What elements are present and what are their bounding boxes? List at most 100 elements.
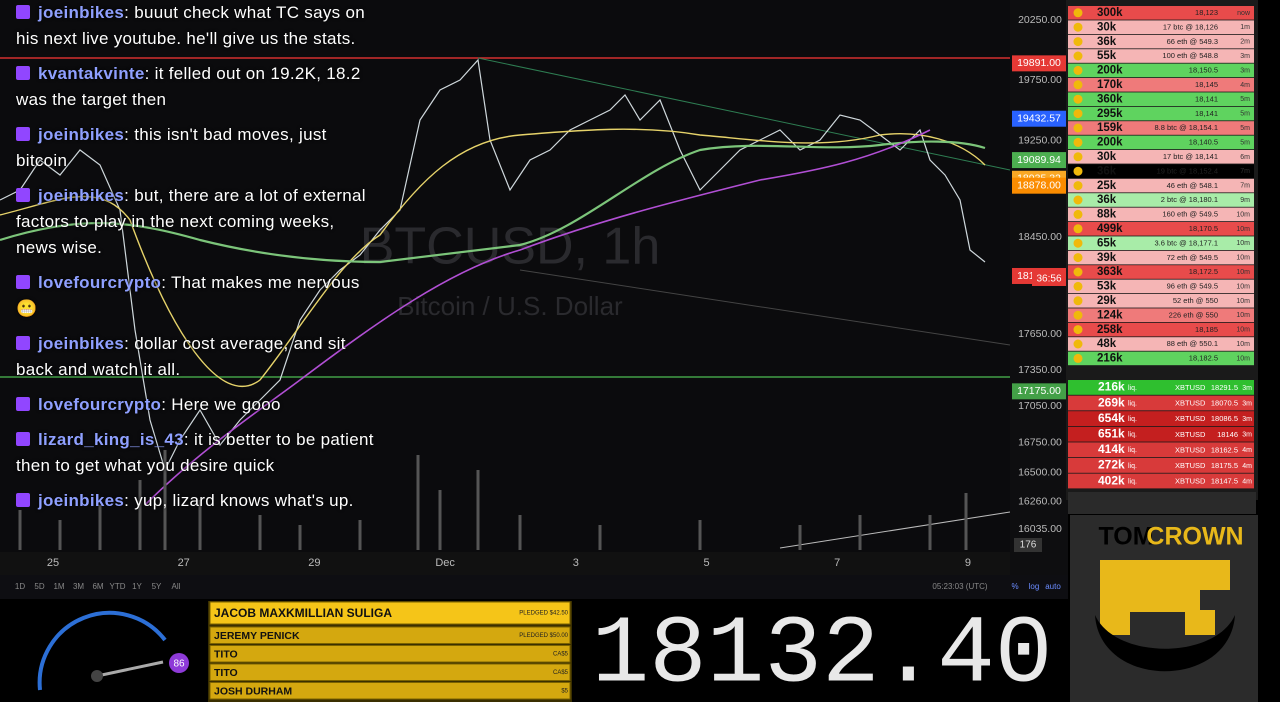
big-price: 18132.40 [592,600,1053,702]
exchange-icon [1073,137,1083,147]
trend-line [477,57,1011,171]
chat-message: joeinbikes: buuut check what TC says on … [16,3,365,48]
trade-row [1068,34,1254,49]
range-button: 6M [92,582,103,591]
trade-age: 10m [1236,269,1250,276]
range-button: 1D [15,582,25,591]
trade-size: 295k [1097,108,1123,120]
price-label: 17350.00 [1018,364,1062,376]
exchange-icon [1073,195,1083,205]
trade-row [1068,207,1254,222]
chat-message: joeinbikes: dollar cost average, and sit… [16,334,346,379]
price-tag-label: 17175.00 [1017,385,1061,397]
liquidation-market: XBTUSD [1175,477,1206,486]
trade-age: 10m [1236,283,1250,290]
watermark-subtitle: Bitcoin / U.S. Dollar [397,291,623,321]
liquidation-age: 3m [1242,416,1252,423]
range-button: YTD [110,582,126,591]
exchange-icon [1073,181,1083,191]
liquidation-size: 269k [1098,395,1125,409]
trade-row [1068,279,1254,294]
exchange-icon [1073,109,1083,119]
moving-average [0,128,986,387]
trade-price: 46 eth @ 548.1 [1167,181,1218,190]
exchange-icon [1073,123,1083,133]
trend-line [519,269,1011,346]
platform-icon [16,127,30,141]
liquidation-market: XBTUSD [1175,399,1206,408]
pledge-name: TITO [214,667,238,679]
scale-option: auto [1045,582,1061,591]
range-button: 3M [73,582,84,591]
liquidation-tag: liq. [1128,463,1137,470]
chart-toolbar [0,575,1068,599]
trade-row [1068,49,1254,63]
price-tag-label: 19432.57 [1017,112,1061,124]
chat-user: kvantakvinte [38,64,145,83]
pledge-row [209,601,571,625]
trade-age: 3m [1240,67,1250,74]
platform-icon [16,336,30,350]
pledge-name: JACOB MAXKMILLIAN SULIGA [214,606,392,620]
trade-price: 66 eth @ 549.3 [1167,37,1218,46]
time-label: Dec [435,557,455,569]
volume-bars [18,450,968,550]
logo-mask [1095,615,1235,672]
chat-text: but, there are a lot of external factors… [16,186,366,257]
exchange-icon [1073,94,1083,104]
trade-age: 10m [1236,341,1250,348]
countdown: 36:56 [1036,274,1061,285]
trade-age: 5m [1240,111,1250,118]
trade-size: 159k [1097,122,1123,134]
trade-row [1068,150,1254,164]
exchange-icon [1073,353,1083,363]
liquidation-tag: liq. [1128,432,1137,439]
exchange-icon [1073,253,1083,263]
pledge-row [209,682,571,700]
platform-icon [16,66,30,80]
trade-price: 72 eth @ 549.5 [1167,253,1218,262]
trade-price: 18,123 [1195,8,1218,17]
chat-text: That makes me nervous 😬 [16,273,360,318]
price-tag [1012,383,1066,400]
exchange-icon [1073,267,1083,277]
price-tag [1012,110,1066,127]
range-button: All [172,582,181,591]
trade-row [1068,236,1254,250]
trade-price: 18,140.5 [1189,138,1218,147]
liquidation-price: 18175.5 [1211,461,1238,470]
trade-price: 17 btc @ 18,126 [1163,22,1218,31]
price-label: 19250.00 [1018,135,1062,147]
platform-icon [16,432,30,446]
platform-icon [16,188,30,202]
logo-text: TOM [1098,523,1153,551]
platform-icon [16,397,30,411]
price-label: 16260.00 [1018,496,1062,508]
liquidation-row [1068,458,1254,473]
trade-price: 19 btc @ 18,152.4 [1157,166,1218,175]
liquidation-age: 4m [1242,447,1252,454]
price-tag-label: 19089.94 [1017,154,1061,166]
time-label: 27 [178,557,190,569]
trade-price: 160 eth @ 549.5 [1162,210,1218,219]
chat-message: joeinbikes: yup, lizard knows what's up. [16,488,376,514]
trade-price: 18,150.5 [1189,66,1218,75]
chat-text: it is better to be patient then to get w… [16,430,374,475]
trade-size: 36k [1097,194,1117,206]
moving-average [0,140,986,264]
trade-age: 10m [1236,327,1250,334]
chat: joeinbikes: buuut check what TC says on … [16,0,376,523]
chat-message: lovefourcrypto: Here we gooo [16,392,376,418]
pledge-amount: CA$5 [553,651,569,657]
price-path [0,58,986,472]
trade-age: 10m [1236,211,1250,218]
trade-row [1068,222,1254,236]
trade-size: 30k [1097,151,1117,163]
logo-text: CROWN [1146,523,1243,551]
price-label: 18450.00 [1018,231,1062,243]
trade-row [1068,308,1254,322]
trade-age: 7m [1240,168,1250,175]
liquidation-price: 18086.5 [1211,414,1238,423]
clock: 05:23:03 (UTC) [932,582,987,591]
